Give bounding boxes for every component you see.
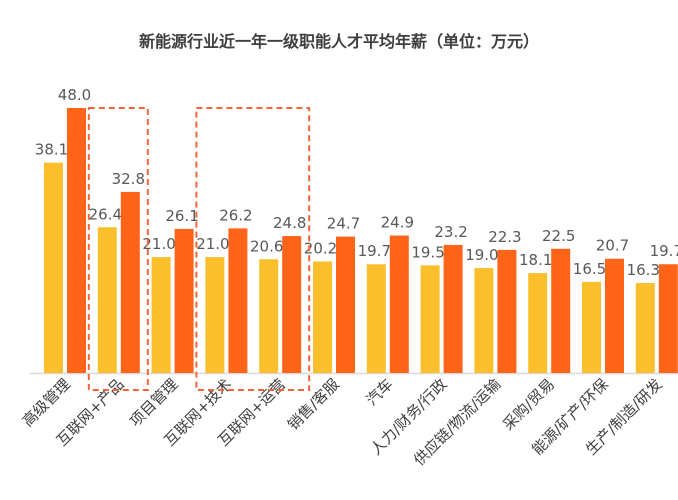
bar: [582, 281, 601, 373]
bar: [497, 249, 517, 373]
data-label: 20.7: [596, 237, 629, 255]
bar: [313, 261, 332, 373]
data-label: 26.1: [165, 207, 198, 225]
data-label: 32.8: [112, 170, 145, 188]
data-label: 20.2: [304, 239, 337, 257]
data-label: 16.3: [627, 261, 660, 279]
bar: [151, 257, 171, 373]
bar: [259, 259, 279, 373]
data-label: 26.4: [89, 205, 122, 223]
category-label: 销售/客服: [284, 375, 343, 434]
highlight-box: [87, 107, 149, 391]
bar: [174, 228, 194, 373]
data-label: 23.2: [434, 223, 467, 241]
data-label: 24.9: [381, 214, 414, 232]
data-label: 24.8: [273, 214, 306, 232]
bar: [67, 108, 86, 373]
bar: [366, 264, 386, 373]
data-label: 19.5: [411, 243, 444, 261]
data-label: 20.6: [250, 237, 283, 255]
category-label: 高级管理: [19, 375, 74, 430]
category-label: 项目管理: [126, 375, 181, 430]
bar: [443, 244, 463, 373]
data-label: 24.7: [327, 215, 360, 233]
data-label: 48.0: [58, 86, 91, 104]
bar: [228, 228, 248, 373]
data-label: 19.7: [358, 242, 391, 260]
data-label: 26.2: [219, 206, 252, 224]
bar: [336, 236, 355, 373]
bar: [205, 257, 225, 373]
data-label: 22.5: [542, 227, 575, 245]
bar: [551, 248, 571, 373]
bar: [97, 227, 117, 373]
chart-title: 新能源行业近一年一级职能人才平均年薪（单位：万元）: [138, 32, 539, 51]
data-label: 21.0: [196, 235, 229, 253]
data-label: 22.3: [488, 228, 521, 246]
bar: [635, 283, 655, 373]
data-label: 18.1: [519, 251, 552, 269]
data-label: 21.0: [142, 235, 175, 253]
bar: [389, 235, 409, 373]
data-label: 16.5: [573, 260, 606, 278]
bar: [120, 191, 140, 373]
bar: [474, 268, 494, 373]
data-label: 19.7: [650, 242, 678, 260]
category-label: 汽车: [363, 375, 397, 409]
bar: [658, 264, 678, 373]
data-label: 38.1: [35, 141, 68, 159]
highlight-box: [195, 107, 311, 391]
bar: [44, 162, 63, 373]
data-label: 19.0: [465, 246, 498, 264]
bar: [528, 273, 548, 373]
bar: [420, 265, 440, 373]
bar: [282, 236, 302, 373]
bar: [605, 258, 624, 373]
